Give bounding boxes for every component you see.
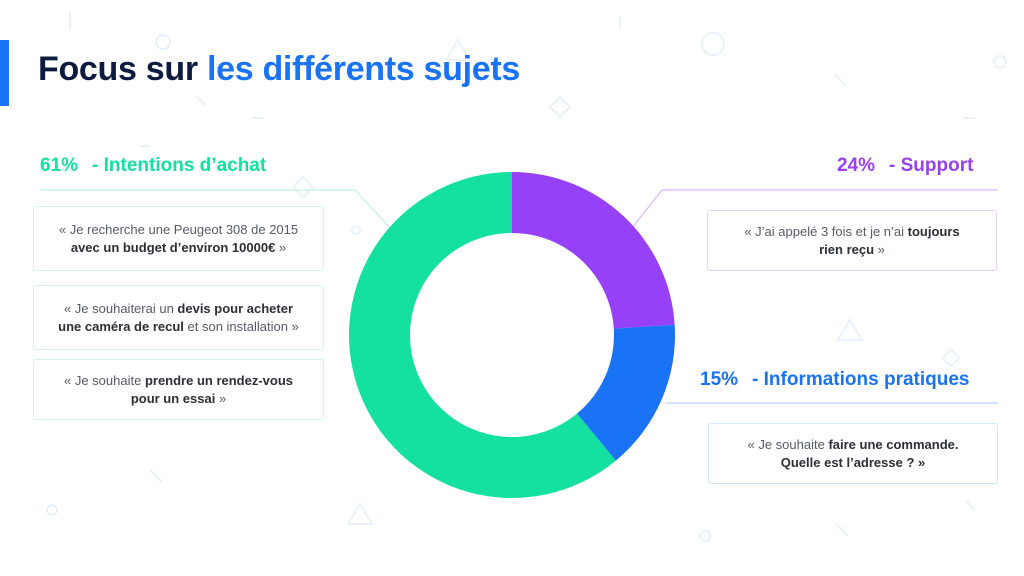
quote-text: » bbox=[275, 239, 287, 255]
quote-bold-text: toujours bbox=[907, 223, 960, 239]
quote-line: « J’ai appelé 3 fois et je n’ai toujours bbox=[744, 223, 959, 241]
title-part-dark: Focus sur bbox=[38, 50, 207, 88]
support-percentage: 24% bbox=[837, 155, 876, 176]
quote-text: « Je souhaite bbox=[747, 436, 829, 452]
quote-bold-text: Quelle est l’adresse ? » bbox=[780, 454, 926, 470]
quote-bold-text: pour un essai bbox=[130, 390, 216, 406]
title-part-highlight: les différents sujets bbox=[206, 50, 520, 88]
quote-text: « Je souhaite bbox=[63, 372, 145, 388]
quote-box-intentions-3: « Je souhaite prendre un rendez-vous pour… bbox=[33, 359, 324, 420]
donut-slice-support bbox=[512, 172, 675, 329]
quote-line: avec un budget d’environ 10000€ » bbox=[71, 239, 286, 257]
donut-slice-intentions bbox=[348, 172, 616, 498]
quote-box-intentions-1: « Je recherche une Peugeot 308 de 2015 av… bbox=[33, 206, 324, 271]
quote-box-intentions-2: « Je souhaiterai un devis pour acheter un… bbox=[33, 285, 324, 350]
informations-name: - Informations pratiques bbox=[752, 369, 970, 390]
quote-bold-text: rien reçu bbox=[819, 241, 875, 257]
quote-bold-text: prendre un rendez-vous bbox=[144, 372, 294, 388]
quote-text: « Je recherche une Peugeot 308 de 2015 bbox=[58, 221, 299, 237]
quote-line: rien reçu » bbox=[819, 241, 885, 259]
donut-slice-informations bbox=[577, 324, 675, 461]
quote-bold-text: avec un budget d’environ 10000€ bbox=[70, 239, 276, 255]
connector-line-intentions bbox=[40, 189, 393, 231]
quote-bold-text: faire une commande. bbox=[828, 436, 959, 452]
quote-line: Quelle est l’adresse ? » bbox=[781, 454, 926, 472]
quote-box-informations-1: « Je souhaite faire une commande. Quelle … bbox=[708, 423, 998, 484]
quote-line: « Je souhaite prendre un rendez-vous bbox=[64, 372, 293, 390]
quote-line: « Je souhaite faire une commande. bbox=[748, 436, 959, 454]
support-name: - Support bbox=[889, 155, 974, 176]
connector-line-support bbox=[631, 189, 998, 229]
intentions-name: - Intentions d’achat bbox=[92, 155, 267, 176]
intentions-percentage: 61% bbox=[40, 155, 79, 176]
category-label-support: 24% - Support bbox=[837, 155, 973, 177]
page-title: Focus sur les différents sujets bbox=[38, 50, 520, 89]
quote-text: » bbox=[215, 390, 227, 406]
quote-text: » bbox=[874, 241, 885, 257]
quote-line: une caméra de recul et son installation … bbox=[58, 318, 299, 336]
quote-text: et son installation » bbox=[183, 318, 299, 334]
title-accent-bar bbox=[0, 40, 9, 106]
quote-line: « Je souhaiterai un devis pour acheter bbox=[64, 300, 293, 318]
category-label-intentions: 61% - Intentions d’achat bbox=[40, 155, 266, 177]
category-label-informations: 15% - Informations pratiques bbox=[700, 369, 970, 391]
quote-box-support-1: « J’ai appelé 3 fois et je n’ai toujours… bbox=[707, 210, 997, 271]
quote-line: « Je recherche une Peugeot 308 de 2015 bbox=[59, 221, 298, 239]
quote-bold-text: devis pour acheter bbox=[177, 300, 294, 316]
informations-percentage: 15% bbox=[700, 369, 739, 390]
quote-bold-text: une caméra de recul bbox=[58, 318, 184, 334]
quote-text: « J’ai appelé 3 fois et je n’ai bbox=[744, 223, 908, 239]
quote-text: « Je souhaiterai un bbox=[63, 300, 178, 316]
quote-line: pour un essai » bbox=[131, 390, 226, 408]
